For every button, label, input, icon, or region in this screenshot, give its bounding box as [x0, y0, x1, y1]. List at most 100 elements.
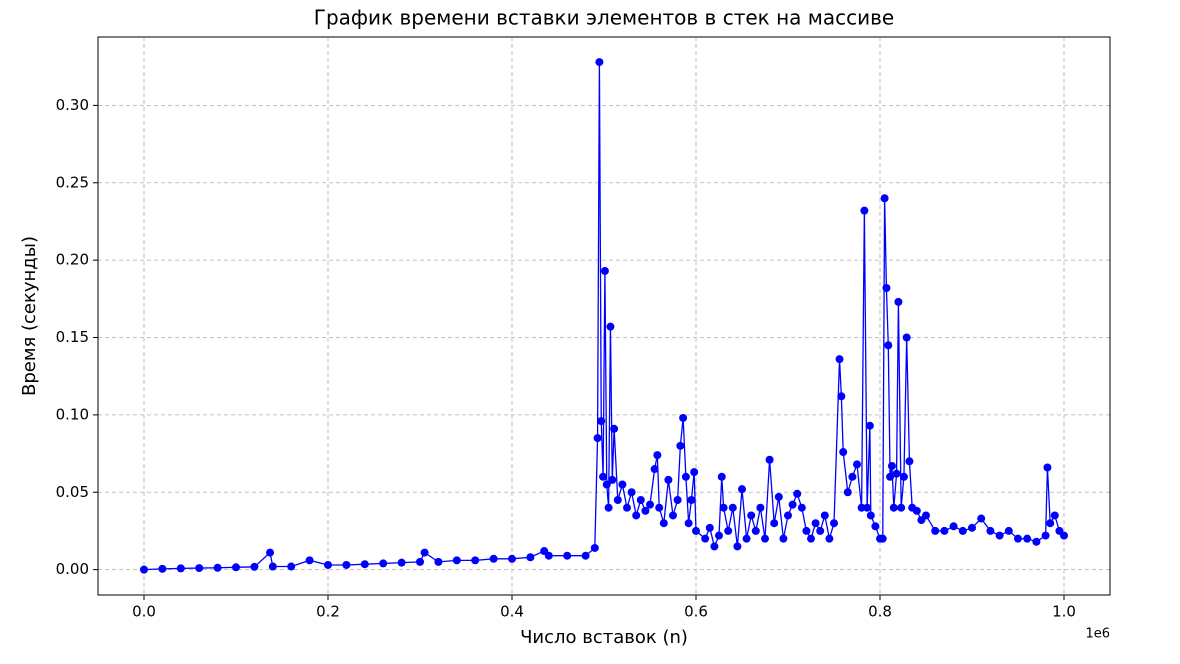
y-tick-label: 0.25	[56, 173, 89, 191]
chart-title: График времени вставки элементов в стек …	[314, 6, 894, 30]
data-point	[931, 526, 940, 535]
data-point	[820, 511, 829, 520]
data-point	[195, 564, 204, 573]
data-point	[719, 503, 728, 512]
data-point	[949, 522, 958, 531]
y-tick-label: 0.30	[56, 96, 89, 114]
data-point	[563, 551, 572, 560]
data-point	[420, 548, 429, 557]
data-point	[835, 355, 844, 364]
data-point	[636, 495, 645, 504]
data-point	[627, 488, 636, 497]
data-point	[724, 526, 733, 535]
data-point	[701, 534, 710, 543]
data-point	[266, 548, 275, 557]
data-point	[600, 266, 609, 275]
x-tick-label: 0.2	[316, 603, 340, 621]
data-point	[1004, 526, 1013, 535]
data-point	[894, 297, 903, 306]
data-point	[887, 461, 896, 470]
data-point	[287, 562, 296, 571]
data-point	[526, 553, 535, 562]
data-point	[593, 434, 602, 443]
data-point	[452, 556, 461, 565]
data-point	[673, 495, 682, 504]
data-point	[250, 562, 259, 571]
data-point	[811, 519, 820, 528]
data-point	[590, 543, 599, 552]
data-point	[738, 485, 746, 494]
data-point	[158, 564, 167, 573]
data-point	[632, 511, 641, 520]
data-point	[940, 526, 949, 535]
data-point	[679, 413, 688, 422]
y-tick-label: 0.10	[56, 405, 89, 423]
data-point	[848, 472, 857, 481]
data-point	[884, 341, 893, 350]
data-point	[681, 472, 690, 481]
data-point	[922, 511, 930, 520]
y-tick-label: 0.20	[56, 251, 89, 269]
data-point	[871, 522, 880, 531]
data-line	[143, 62, 1065, 571]
y-axis-label: Время (секунды)	[19, 236, 40, 396]
data-point	[857, 503, 866, 512]
data-point	[747, 511, 756, 520]
data-point	[761, 534, 769, 543]
data-point	[830, 519, 838, 528]
data-point	[825, 534, 834, 543]
data-point	[779, 534, 788, 543]
data-point	[687, 495, 696, 504]
data-point	[232, 563, 240, 572]
data-point	[1014, 534, 1022, 543]
data-point	[655, 503, 664, 512]
data-point	[1050, 511, 1059, 520]
data-point	[606, 322, 615, 331]
data-point	[742, 534, 751, 543]
data-point	[669, 511, 677, 520]
x-tick-label: 0.4	[500, 603, 524, 621]
data-point	[595, 58, 604, 67]
plot-frame	[97, 36, 1111, 596]
data-point	[860, 206, 869, 215]
data-point	[843, 488, 852, 497]
data-point	[977, 514, 986, 523]
data-point	[912, 506, 921, 515]
data-point	[397, 558, 406, 567]
data-point	[623, 503, 631, 512]
data-point	[379, 559, 388, 568]
data-point	[802, 526, 811, 535]
y-tick-label: 0.05	[56, 483, 89, 501]
data-point	[140, 565, 148, 574]
data-point	[958, 526, 967, 535]
data-point	[324, 560, 332, 569]
x-tick-label: 0.0	[132, 603, 156, 621]
data-point	[416, 557, 424, 566]
data-point	[880, 194, 889, 203]
data-point	[889, 503, 898, 512]
data-point	[508, 554, 516, 563]
data-point	[602, 480, 611, 489]
data-point	[717, 472, 726, 481]
data-point	[986, 526, 995, 535]
data-point	[1060, 531, 1068, 540]
data-point	[733, 542, 742, 551]
data-point	[1043, 463, 1052, 472]
data-point	[581, 551, 590, 560]
data-point	[360, 560, 369, 569]
data-point	[489, 554, 498, 563]
data-point	[788, 500, 797, 509]
data-point	[728, 503, 737, 512]
data-point	[905, 457, 914, 466]
data-point	[664, 475, 673, 484]
x-tick-label: 0.8	[868, 603, 892, 621]
data-point	[751, 526, 760, 535]
data-point	[608, 475, 617, 484]
data-point	[610, 424, 619, 433]
data-point	[882, 283, 891, 292]
data-point	[837, 392, 846, 401]
data-point	[268, 562, 277, 571]
x-tick-label: 0.6	[684, 603, 708, 621]
data-point	[597, 417, 606, 426]
